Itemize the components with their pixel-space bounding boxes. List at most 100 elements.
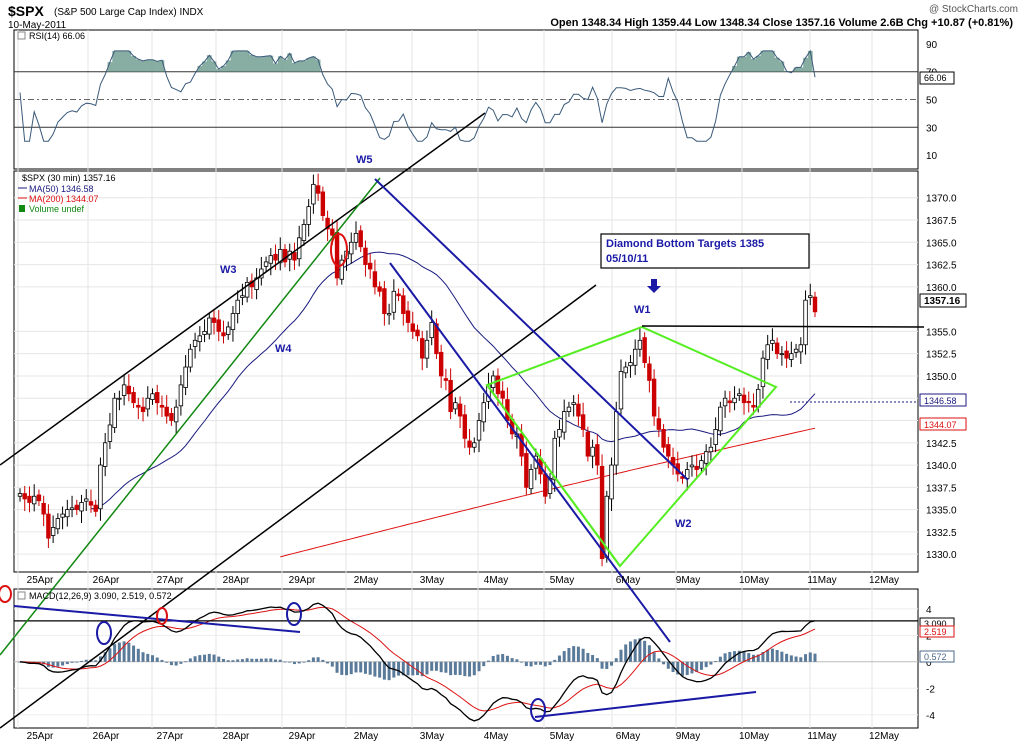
- x-tick-label-bottom: 6May: [616, 731, 640, 742]
- svg-text:1357.16: 1357.16: [924, 296, 961, 307]
- candle-body: [31, 495, 37, 505]
- macd-histogram-bar: [382, 661, 386, 680]
- ma50-line: [90, 251, 816, 510]
- candle-body: [192, 339, 198, 347]
- price-legend: $SPX (30 min) 1357.16 MA(50) 1346.58 MA(…: [18, 173, 116, 214]
- price-legend-3: Volume undef: [29, 204, 85, 214]
- macd-histogram-bar: [108, 648, 112, 662]
- candle-body: [457, 403, 463, 417]
- macd-histogram-bar: [496, 654, 500, 662]
- candle-body: [585, 431, 591, 457]
- candle-body: [169, 412, 174, 421]
- price-tick-label: 1337.5: [926, 483, 957, 494]
- candle-body: [349, 241, 354, 255]
- macd-histogram-bar: [567, 648, 571, 662]
- svg-text:1344.07: 1344.07: [924, 420, 957, 430]
- candle-body: [273, 253, 278, 261]
- macd-histogram-bar: [250, 658, 254, 662]
- candle-body: [84, 498, 89, 502]
- macd-histogram-bar: [264, 658, 268, 662]
- candle-body: [50, 527, 56, 536]
- macd-histogram-bar: [709, 661, 713, 665]
- macd-histogram-bar: [255, 658, 259, 662]
- macd-histogram-bar: [368, 661, 372, 675]
- candle-body: [651, 378, 657, 417]
- candle-body: [476, 420, 482, 441]
- macd-trendline-bottom: [534, 691, 757, 718]
- candle-body: [808, 295, 813, 298]
- macd-histogram-bar: [297, 661, 301, 664]
- macd-histogram-bar: [326, 661, 330, 664]
- macd-histogram-bar: [458, 661, 462, 676]
- macd-histogram-bar: [292, 661, 296, 665]
- candle-body: [448, 380, 453, 412]
- macd-histogram-bar: [188, 658, 192, 662]
- macd-histogram-bar: [169, 661, 173, 666]
- macd-histogram-bar: [155, 657, 159, 662]
- candle-body: [528, 469, 534, 490]
- macd-histogram-bar: [98, 656, 102, 662]
- target-annotation-box: Diamond Bottom Targets 1385 05/10/11: [600, 233, 810, 269]
- candle-body: [136, 404, 141, 408]
- candle-body: [770, 339, 775, 344]
- macd-legend-text: MACD(12,26,9) 3.090, 2.519, 0.572: [29, 591, 172, 601]
- candle-body: [74, 504, 79, 511]
- candle-body: [576, 403, 581, 417]
- down-arrow-icon: [647, 279, 661, 293]
- candle-body: [315, 185, 321, 194]
- candle-body: [150, 393, 155, 400]
- candle-body: [188, 348, 193, 368]
- price-tick-label: 1340.0: [926, 461, 957, 472]
- macd-histogram-bar: [520, 661, 524, 663]
- rsi-legend: RSI(14) 66.06: [17, 31, 85, 41]
- macd-histogram-bar: [676, 661, 680, 675]
- macd-histogram-bar: [477, 661, 481, 672]
- candle-body: [69, 507, 75, 511]
- macd-histogram-bar: [562, 651, 566, 662]
- macd-histogram-bar: [302, 661, 306, 663]
- x-tick-label: 6May: [616, 575, 640, 586]
- macd-tick-label: -2: [926, 684, 935, 695]
- macd-histogram-bar: [605, 661, 609, 669]
- candle-body: [798, 344, 804, 353]
- candle-body: [500, 390, 505, 399]
- macd-histogram-bar: [434, 661, 438, 671]
- macd-histogram-bar: [307, 660, 311, 662]
- candle-body: [155, 392, 160, 404]
- macd-histogram-bar: [146, 653, 150, 662]
- svg-text:0.572: 0.572: [924, 652, 947, 662]
- macd-hist-tag: 0.572: [919, 650, 955, 663]
- macd-histogram-bar: [80, 660, 84, 662]
- candle-body: [325, 217, 330, 230]
- x-tick-label: 28Apr: [223, 575, 250, 586]
- macd-tick-label: 4: [926, 605, 932, 616]
- candle-body: [121, 384, 127, 396]
- candle-body: [424, 339, 430, 359]
- macd-histogram-bar: [491, 655, 495, 662]
- x-tick-label-bottom: 26Apr: [93, 731, 120, 742]
- macd-histogram-bar: [330, 661, 334, 667]
- resistance-line: [641, 325, 925, 328]
- candle-body: [803, 299, 808, 346]
- candle-body: [789, 353, 794, 360]
- candle-body: [60, 513, 65, 518]
- macd-histogram-bar: [572, 646, 576, 662]
- candle-body: [358, 230, 363, 248]
- candle-body: [689, 464, 695, 468]
- quote-line: Open 1348.34 High 1359.44 Low 1348.34 Cl…: [550, 17, 1013, 29]
- candle-body: [235, 299, 240, 314]
- macd-histogram-bar: [401, 661, 405, 676]
- candle-body: [41, 502, 46, 515]
- macd-histogram-bar: [591, 655, 595, 662]
- candle-body: [88, 501, 94, 506]
- rsi-tick-label: 10: [926, 151, 938, 162]
- candle-body: [812, 296, 818, 313]
- macd-histogram-bar: [633, 639, 637, 662]
- candle-body: [263, 261, 269, 267]
- x-tick-label: 5May: [550, 575, 574, 586]
- candle-body: [46, 513, 51, 539]
- candle-body: [703, 451, 709, 464]
- candle-body: [268, 255, 274, 264]
- macd-histogram-bar: [761, 651, 765, 662]
- macd-histogram-bar: [117, 642, 121, 662]
